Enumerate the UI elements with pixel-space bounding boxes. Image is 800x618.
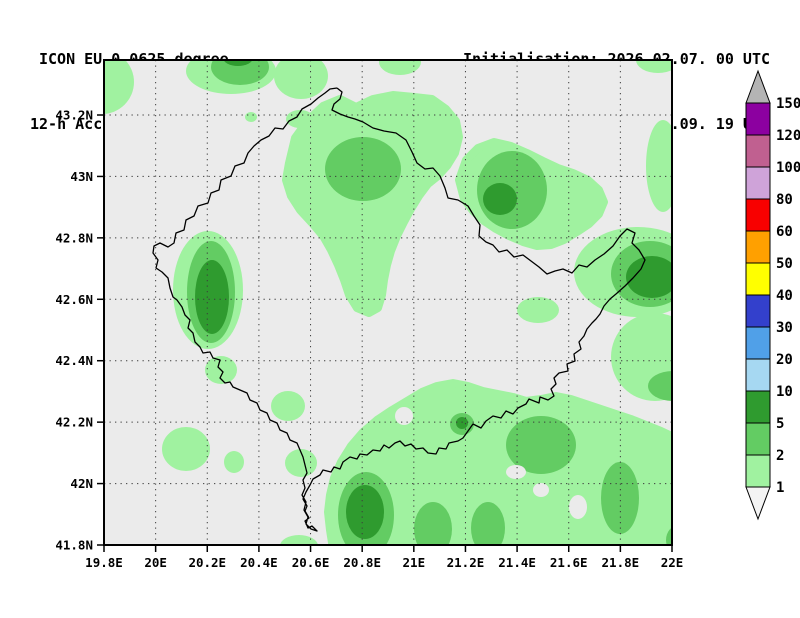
colorbar-label: 60 xyxy=(776,224,793,240)
colorbar-label: 10 xyxy=(776,384,793,400)
colorbar-label: 100 xyxy=(776,160,800,176)
precip-area-5-10mm xyxy=(483,183,517,215)
y-tick-label: 42N xyxy=(70,476,93,491)
y-tick-label: 42.8N xyxy=(55,230,93,245)
precip-area-1-2mm xyxy=(636,60,672,73)
colorbar-label: 2 xyxy=(776,448,784,464)
x-tick-label: 22E xyxy=(661,555,684,570)
x-tick-label: 20.8E xyxy=(343,555,381,570)
precip-area-2-5mm xyxy=(666,527,672,545)
colorbar-label: 5 xyxy=(776,416,784,432)
colorbar-over-arrow xyxy=(745,69,771,104)
plot-frame xyxy=(103,59,673,546)
x-tick-label: 21E xyxy=(403,555,426,570)
precip-area-1-2mm xyxy=(245,112,257,122)
x-tick-label: 20E xyxy=(144,555,167,570)
colorbar-band xyxy=(745,230,771,264)
precip-area-2-5mm xyxy=(506,416,576,474)
precip-area-1-2mm xyxy=(224,451,244,473)
precip-area-1-2mm xyxy=(274,60,328,99)
precip-area-5-10mm xyxy=(626,256,672,298)
colorbar-legend: 150 120 100 80 60 50 40 30 20 10 5 2 1 xyxy=(745,69,800,521)
precip-area-5-10mm xyxy=(456,417,468,429)
dry-hole xyxy=(533,483,549,497)
colorbar-label: 30 xyxy=(776,320,793,336)
colorbar-label: 150 xyxy=(776,96,800,112)
precip-area-5-10mm xyxy=(195,260,229,334)
colorbar-band xyxy=(745,294,771,328)
x-tick-label: 21.8E xyxy=(602,555,640,570)
colorbar-label: 50 xyxy=(776,256,793,272)
colorbar-band xyxy=(745,422,771,456)
precip-area-5-10mm xyxy=(346,485,384,539)
colorbar-label: 80 xyxy=(776,192,793,208)
x-tick-label: 20.2E xyxy=(188,555,226,570)
x-tick-label: 21.4E xyxy=(498,555,536,570)
x-tick-label: 19.8E xyxy=(85,555,123,570)
grid-and-axes: 19.8E 20E 20.2E 20.4E 20.6E 20.8E 21E 21.2E 21.4… xyxy=(55,60,683,570)
colorbar-label: 1 xyxy=(776,480,784,496)
precip-area-1-2mm xyxy=(646,120,672,212)
x-tick-label: 21.6E xyxy=(550,555,588,570)
x-tick-label: 20.6E xyxy=(292,555,330,570)
colorbar-label: 20 xyxy=(776,352,793,368)
dry-hole xyxy=(506,465,526,479)
colorbar-label: 40 xyxy=(776,288,793,304)
colorbar-band xyxy=(745,262,771,296)
precip-area-2-5mm xyxy=(325,137,401,201)
x-tick-label: 21.2E xyxy=(447,555,485,570)
precip-area-2-5mm xyxy=(414,502,452,545)
colorbar-label: 120 xyxy=(776,128,800,144)
precip-area-2-5mm xyxy=(471,502,505,545)
y-tick-label: 43.2N xyxy=(55,108,93,123)
precip-area-1-2mm xyxy=(271,391,305,421)
x-tick-label: 20.4E xyxy=(240,555,278,570)
precip-area-1-2mm xyxy=(286,110,314,128)
colorbar-band xyxy=(745,198,771,232)
precip-area-2-5mm xyxy=(601,462,639,534)
colorbar-under-arrow xyxy=(745,486,771,521)
colorbar-band xyxy=(745,358,771,392)
colorbar-band xyxy=(745,390,771,424)
colorbar-band xyxy=(745,166,771,200)
colorbar-band xyxy=(745,134,771,168)
y-tick-label: 42.4N xyxy=(55,353,93,368)
precip-area-1-2mm xyxy=(280,535,318,545)
kosovo-border-outline xyxy=(152,87,646,532)
precip-area-1-2mm xyxy=(379,60,421,75)
precip-area-2-5mm xyxy=(211,60,269,85)
dry-hole xyxy=(670,417,672,433)
precip-area-1-2mm xyxy=(104,60,134,114)
precip-area-5-10mm xyxy=(223,60,253,66)
y-tick-label: 43N xyxy=(70,169,93,184)
precip-area-1-2mm xyxy=(517,297,559,323)
colorbar-band xyxy=(745,102,771,136)
colorbar-band xyxy=(745,326,771,360)
colorbar-band xyxy=(745,454,771,488)
y-tick-label: 42.6N xyxy=(55,292,93,307)
dry-hole xyxy=(395,407,413,425)
y-tick-label: 41.8N xyxy=(55,538,93,553)
precip-area-2-5mm xyxy=(648,371,672,401)
precip-area-1-2mm xyxy=(162,427,210,471)
dry-hole xyxy=(569,495,587,519)
precip-area-1-2mm xyxy=(282,91,463,317)
precip-area-1-2mm xyxy=(285,449,317,477)
y-tick-label: 42.2N xyxy=(55,415,93,430)
